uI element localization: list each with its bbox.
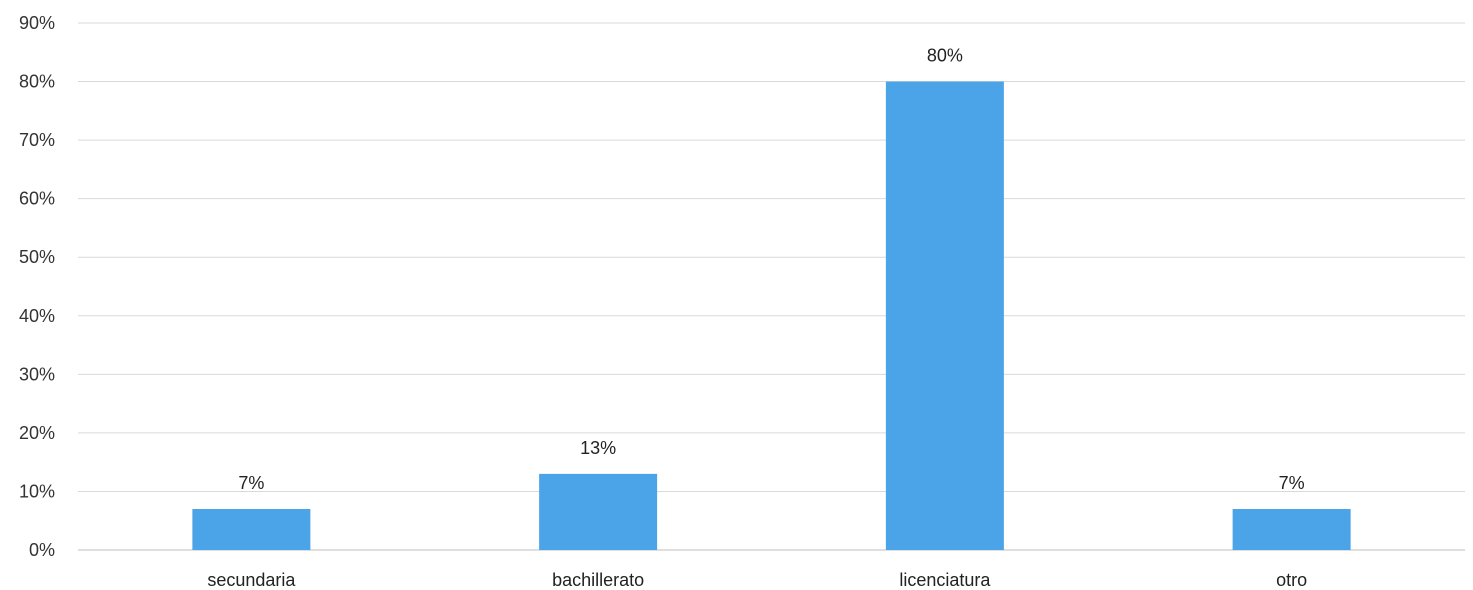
y-tick-label: 60% bbox=[19, 189, 55, 209]
y-tick-label: 70% bbox=[19, 130, 55, 150]
data-label: 7% bbox=[1279, 473, 1305, 493]
y-tick-label: 20% bbox=[19, 423, 55, 443]
y-tick-label: 90% bbox=[19, 13, 55, 33]
y-tick-label: 30% bbox=[19, 364, 55, 384]
bar-bachillerato bbox=[539, 473, 658, 550]
data-labels: 7% 13% 80% 7% bbox=[238, 46, 1304, 493]
bar-licenciatura bbox=[885, 81, 1004, 551]
y-tick-label: 80% bbox=[19, 72, 55, 92]
y-tick-label: 50% bbox=[19, 247, 55, 267]
bar-otro bbox=[1232, 509, 1351, 550]
x-axis-ticks: secundaria bachillerato licenciatura otro bbox=[207, 570, 1307, 590]
x-tick-label: secundaria bbox=[207, 570, 296, 590]
y-tick-label: 40% bbox=[19, 306, 55, 326]
data-label: 7% bbox=[238, 473, 264, 493]
y-tick-label: 10% bbox=[19, 481, 55, 501]
x-tick-label: otro bbox=[1276, 570, 1307, 590]
y-axis-ticks: 0% 10% 20% 30% 40% 50% 60% 70% 80% 90% bbox=[19, 13, 55, 560]
bars bbox=[192, 81, 1351, 551]
x-tick-label: bachillerato bbox=[552, 570, 644, 590]
gridlines bbox=[78, 22, 1465, 551]
bar-secundaria bbox=[192, 509, 311, 550]
x-tick-label: licenciatura bbox=[899, 570, 991, 590]
data-label: 13% bbox=[580, 438, 616, 458]
data-label: 80% bbox=[927, 46, 963, 66]
y-tick-label: 0% bbox=[29, 540, 55, 560]
